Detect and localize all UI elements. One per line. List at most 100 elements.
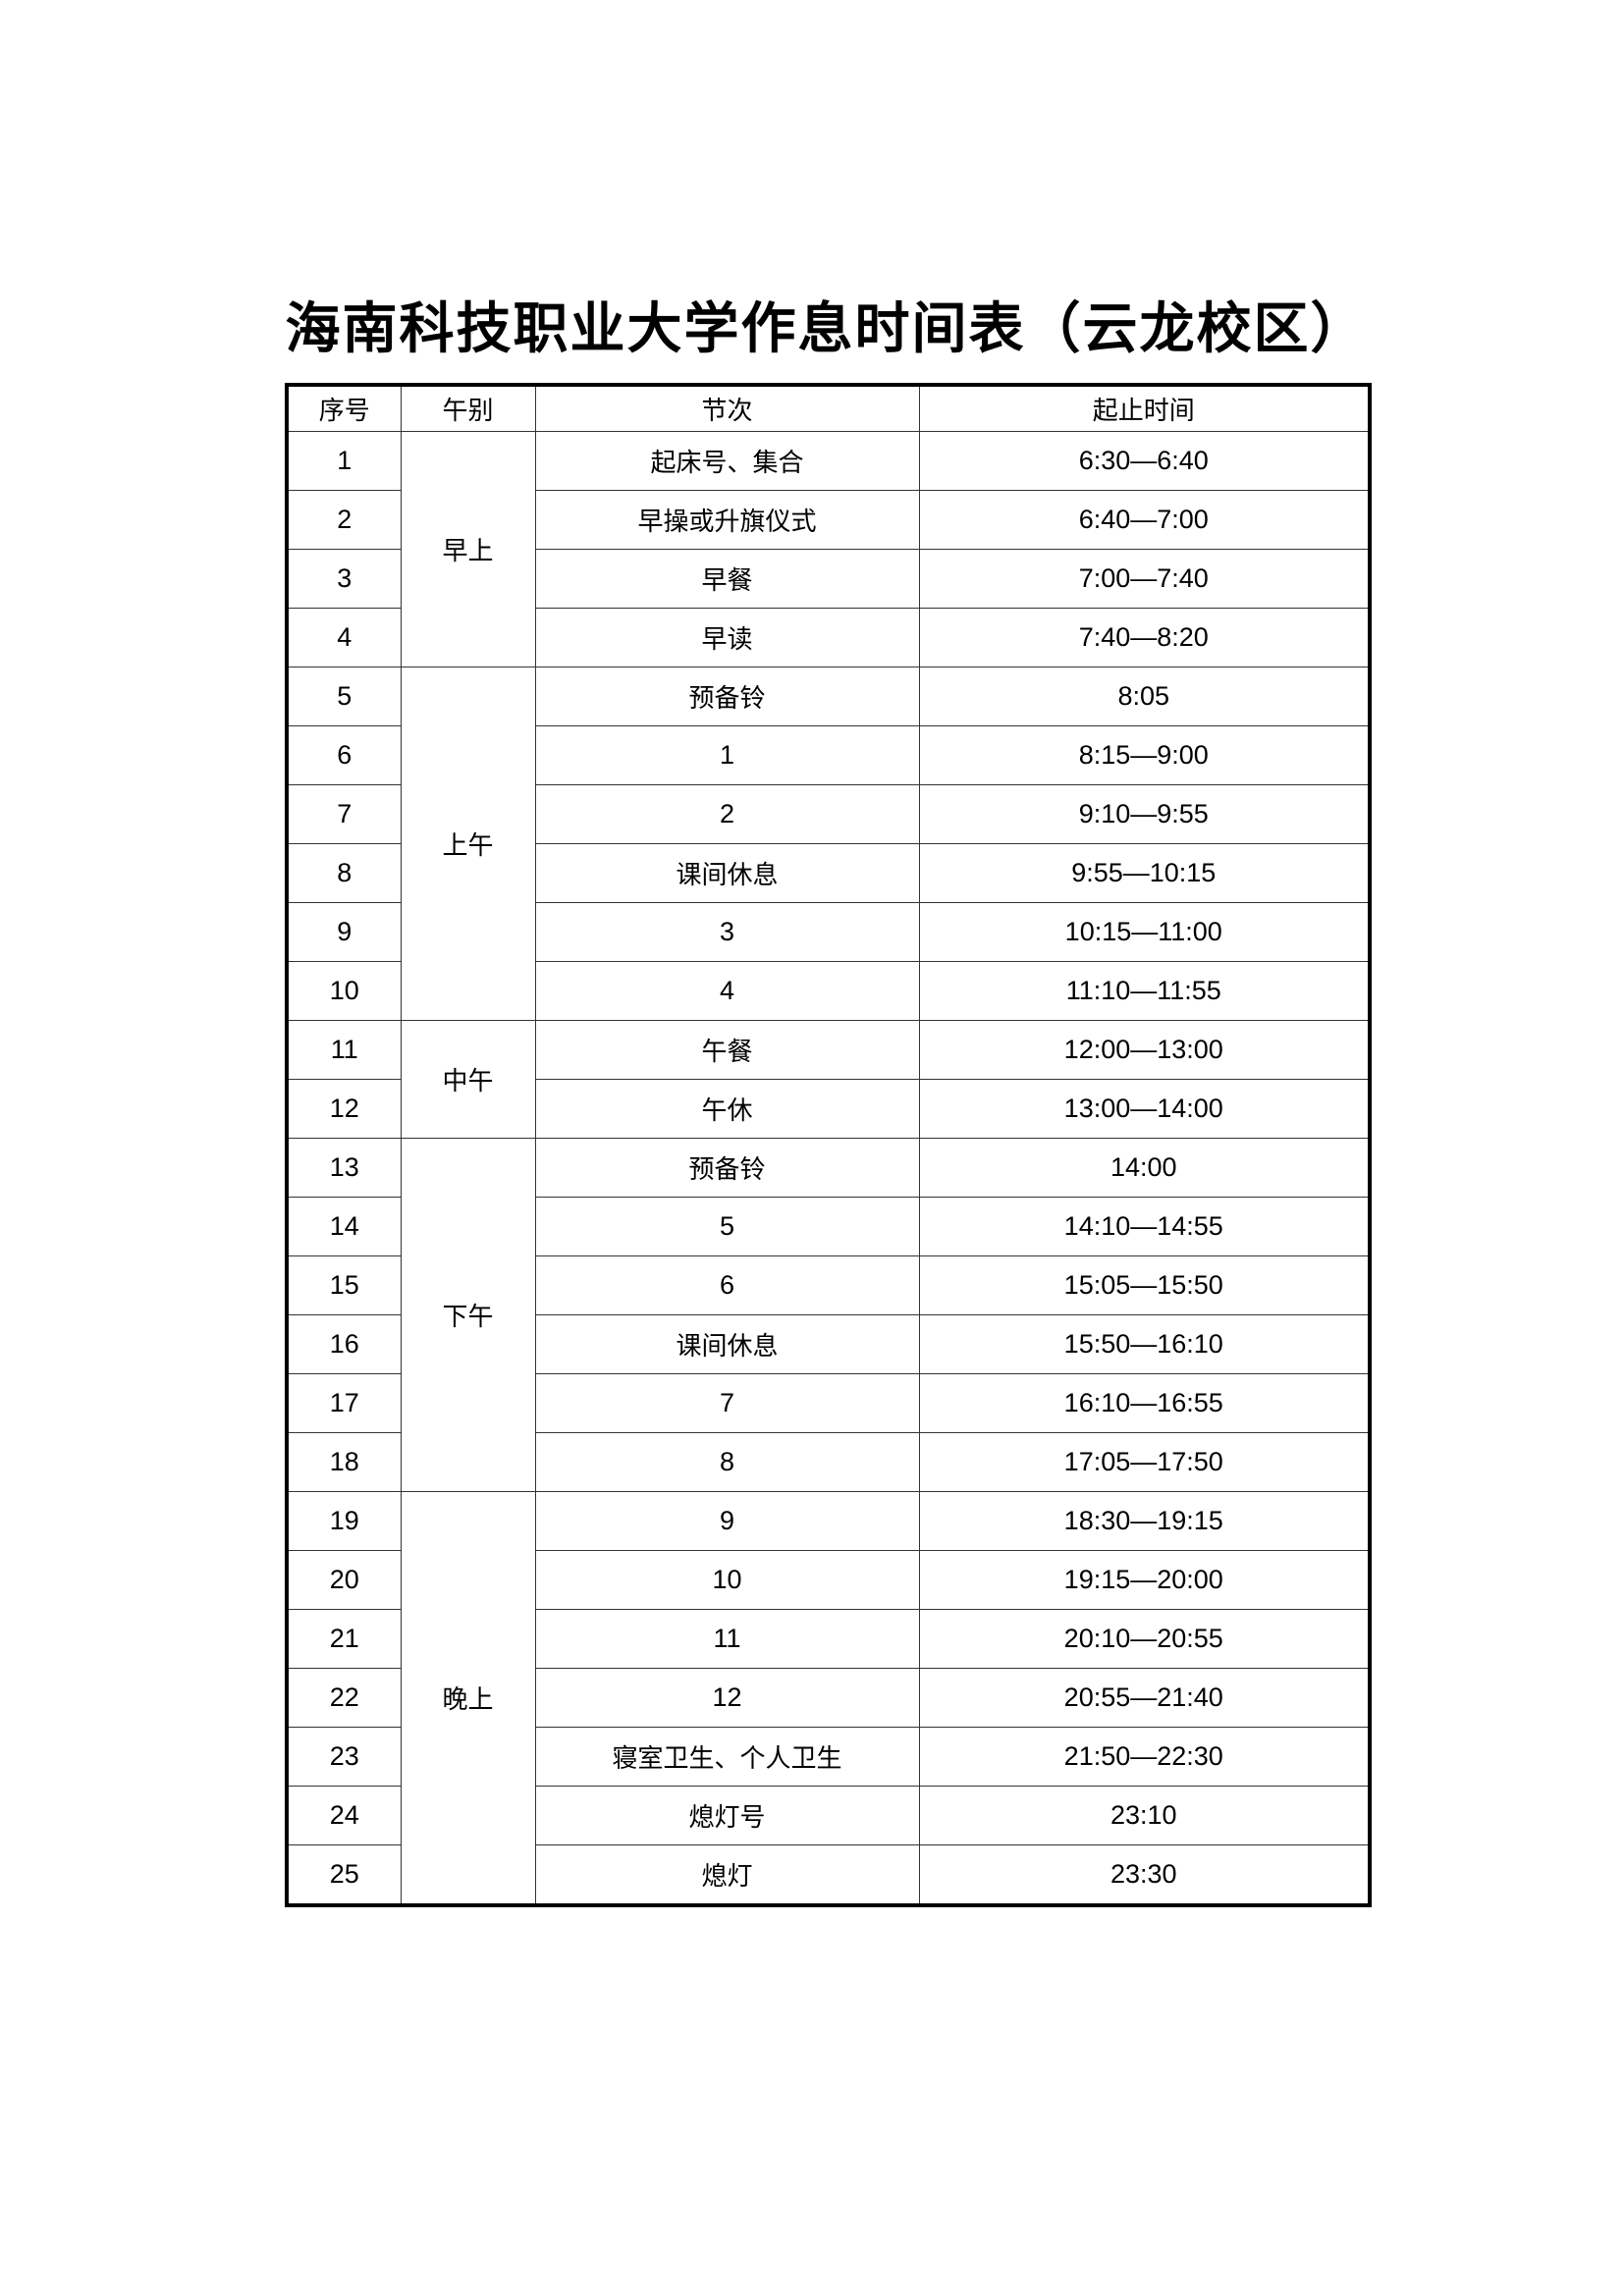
session-item: 预备铃 xyxy=(534,1138,920,1198)
session-item: 9 xyxy=(534,1491,920,1551)
time-range: 18:30—19:15 xyxy=(918,1491,1371,1551)
table-row: 7 2 9:10—9:55 xyxy=(286,784,1371,844)
time-range: 8:05 xyxy=(918,667,1371,726)
period-label: 下午 xyxy=(400,1138,536,1492)
time-range: 20:55—21:40 xyxy=(918,1668,1371,1728)
table-row: 19 晚上 9 18:30—19:15 xyxy=(286,1491,1371,1906)
time-range: 7:40—8:20 xyxy=(918,608,1371,667)
header-period: 午别 xyxy=(400,384,536,432)
period-label: 早上 xyxy=(400,431,536,667)
table-row: 4 早读 7:40—8:20 xyxy=(286,608,1371,667)
row-number: 6 xyxy=(286,725,402,785)
row-number: 13 xyxy=(286,1138,402,1198)
page-title: 海南科技职业大学作息时间表（云龙校区） xyxy=(285,296,1368,361)
table-row: 6 1 8:15—9:00 xyxy=(286,725,1371,785)
row-number: 15 xyxy=(286,1255,402,1315)
session-item: 2 xyxy=(534,784,920,844)
time-range: 7:00—7:40 xyxy=(918,549,1371,609)
session-item: 早餐 xyxy=(534,549,920,609)
header-item: 节次 xyxy=(534,384,920,432)
row-number: 20 xyxy=(286,1550,402,1610)
row-number: 18 xyxy=(286,1432,402,1492)
table-row: 11 中午 午餐 12:00—13:00 xyxy=(286,1020,1371,1139)
time-range: 6:40—7:00 xyxy=(918,490,1371,550)
table-row: 2 早操或升旗仪式 6:40—7:00 xyxy=(286,490,1371,550)
time-range: 15:05—15:50 xyxy=(918,1255,1371,1315)
row-number: 25 xyxy=(286,1844,402,1906)
table-row: 9 3 10:15—11:00 xyxy=(286,902,1371,962)
row-number: 14 xyxy=(286,1197,402,1256)
row-number: 21 xyxy=(286,1609,402,1669)
session-item: 寝室卫生、个人卫生 xyxy=(534,1727,920,1787)
table-row: 18 8 17:05—17:50 xyxy=(286,1432,1371,1492)
session-item: 1 xyxy=(534,725,920,785)
header-no: 序号 xyxy=(286,384,402,432)
time-range: 13:00—14:00 xyxy=(918,1079,1371,1139)
time-range: 6:30—6:40 xyxy=(918,431,1371,491)
session-item: 10 xyxy=(534,1550,920,1610)
period-label: 晚上 xyxy=(400,1491,536,1906)
session-item: 熄灯 xyxy=(534,1844,920,1906)
time-range: 17:05—17:50 xyxy=(918,1432,1371,1492)
time-range: 16:10—16:55 xyxy=(918,1373,1371,1433)
row-number: 11 xyxy=(286,1020,402,1080)
table-header-row: 序号 午别 节次 起止时间 xyxy=(286,384,1371,432)
session-item: 起床号、集合 xyxy=(534,431,920,491)
session-item: 早操或升旗仪式 xyxy=(534,490,920,550)
row-number: 12 xyxy=(286,1079,402,1139)
session-item: 12 xyxy=(534,1668,920,1728)
row-number: 5 xyxy=(286,667,402,726)
session-item: 11 xyxy=(534,1609,920,1669)
row-number: 17 xyxy=(286,1373,402,1433)
row-number: 2 xyxy=(286,490,402,550)
table-row: 15 6 15:05—15:50 xyxy=(286,1255,1371,1315)
row-number: 4 xyxy=(286,608,402,667)
session-item: 午休 xyxy=(534,1079,920,1139)
table-row: 3 早餐 7:00—7:40 xyxy=(286,549,1371,609)
session-item: 早读 xyxy=(534,608,920,667)
time-range: 23:30 xyxy=(918,1844,1371,1906)
table-row: 5 上午 预备铃 8:05 xyxy=(286,667,1371,1021)
row-number: 22 xyxy=(286,1668,402,1728)
time-range: 10:15—11:00 xyxy=(918,902,1371,962)
session-item: 6 xyxy=(534,1255,920,1315)
table-row: 22 12 20:55—21:40 xyxy=(286,1668,1371,1728)
time-range: 21:50—22:30 xyxy=(918,1727,1371,1787)
session-item: 预备铃 xyxy=(534,667,920,726)
row-number: 16 xyxy=(286,1314,402,1374)
row-number: 3 xyxy=(286,549,402,609)
table-row: 25 熄灯 23:30 xyxy=(286,1844,1371,1906)
table-row: 17 7 16:10—16:55 xyxy=(286,1373,1371,1433)
session-item: 7 xyxy=(534,1373,920,1433)
time-range: 11:10—11:55 xyxy=(918,961,1371,1021)
session-item: 午餐 xyxy=(534,1020,920,1080)
time-range: 15:50—16:10 xyxy=(918,1314,1371,1374)
time-range: 14:00 xyxy=(918,1138,1371,1198)
table-body: 1 早上 起床号、集合 6:30—6:40 2 早操或升旗仪式 6:40—7:00 3 早餐 7:… xyxy=(286,431,1371,1906)
session-item: 课间休息 xyxy=(534,843,920,903)
period-label: 上午 xyxy=(400,667,536,1021)
schedule-table: 序号 午别 节次 起止时间 1 早上 起床号、集合 6:30—6:40 2 早操或升旗仪式… xyxy=(285,383,1372,1907)
session-item: 课间休息 xyxy=(534,1314,920,1374)
row-number: 9 xyxy=(286,902,402,962)
table-row: 12 午休 13:00—14:00 xyxy=(286,1079,1371,1139)
time-range: 9:55—10:15 xyxy=(918,843,1371,903)
table-row: 13 下午 预备铃 14:00 xyxy=(286,1138,1371,1492)
row-number: 24 xyxy=(286,1786,402,1845)
time-range: 23:10 xyxy=(918,1786,1371,1845)
session-item: 4 xyxy=(534,961,920,1021)
row-number: 19 xyxy=(286,1491,402,1551)
table-row: 8 课间休息 9:55—10:15 xyxy=(286,843,1371,903)
row-number: 7 xyxy=(286,784,402,844)
time-range: 12:00—13:00 xyxy=(918,1020,1371,1080)
time-range: 9:10—9:55 xyxy=(918,784,1371,844)
header-time: 起止时间 xyxy=(918,384,1371,432)
row-number: 23 xyxy=(286,1727,402,1787)
time-range: 14:10—14:55 xyxy=(918,1197,1371,1256)
session-item: 8 xyxy=(534,1432,920,1492)
time-range: 19:15—20:00 xyxy=(918,1550,1371,1610)
session-item: 5 xyxy=(534,1197,920,1256)
table-row: 16 课间休息 15:50—16:10 xyxy=(286,1314,1371,1374)
table-row: 1 早上 起床号、集合 6:30—6:40 xyxy=(286,431,1371,667)
time-range: 20:10—20:55 xyxy=(918,1609,1371,1669)
